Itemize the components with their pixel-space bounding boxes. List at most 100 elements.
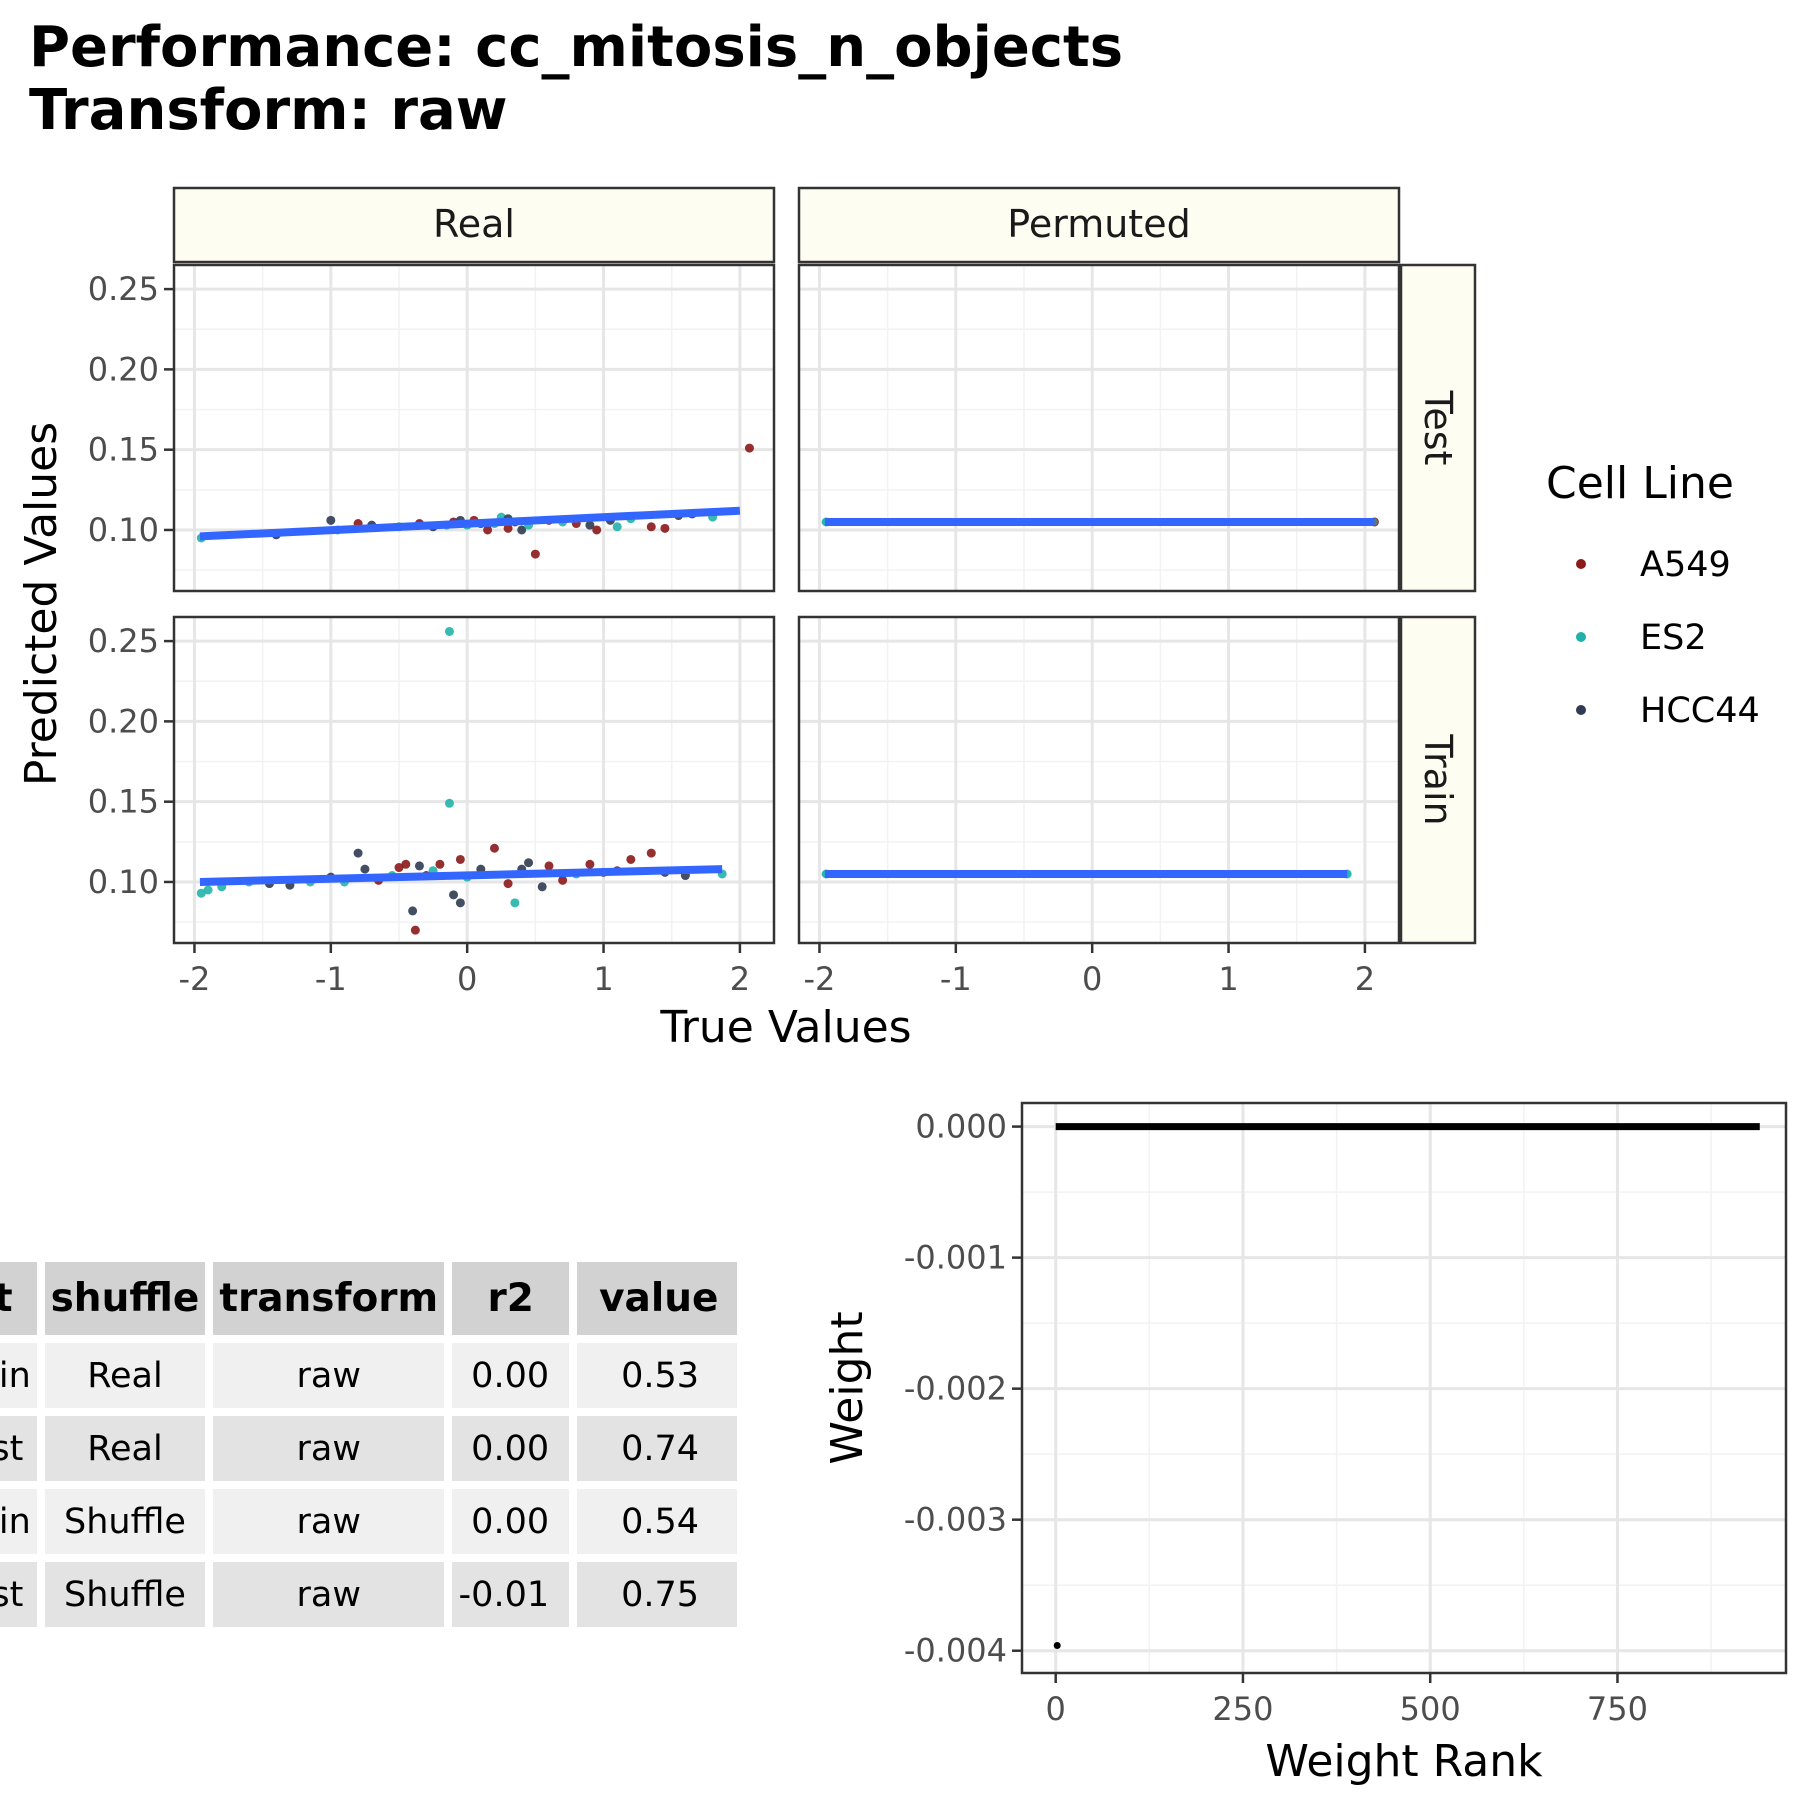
data-point-a549 [626,854,636,864]
x-axis-title: True Values [659,1002,911,1053]
column-header-fit: fit [0,1258,41,1339]
legend-key-a549 [1576,559,1586,569]
table-cell-r2: 0.00 [448,1339,574,1412]
weight-panel [1020,1101,1788,1675]
regression-line [199,506,741,541]
y-tick-label: 0.25 [88,622,159,660]
x-tick-label: 1 [593,960,613,998]
x-tick-label: 750 [1587,1690,1648,1728]
panel-background [174,617,774,943]
column-header-transform: transform [209,1258,449,1339]
table-row: Test Shuffle raw -0.01 0.75 [0,1558,741,1630]
panel-border [172,615,776,945]
data-point-hcc44 [360,864,370,874]
x-tick-label: 250 [1212,1690,1273,1728]
table-cell-shuffle: Shuffle [40,1485,210,1558]
data-point-a549 [503,523,513,533]
table-cell-transform: raw [209,1485,449,1558]
panel-background [174,265,774,591]
table-cell-fit: Train [0,1339,41,1412]
title-line-1: Performance: cc_mitosis_n_objects [29,15,1124,80]
y-axis-title: Weight [822,1311,873,1464]
legend-key-hcc44 [1576,705,1586,715]
strip-background [1399,263,1477,593]
panel-border [1020,1101,1788,1675]
data-point-a549 [558,875,568,885]
strip-background [797,186,1401,264]
facet-strip-permuted: Permuted [797,186,1401,264]
legend-label-a549: A549 [1640,545,1731,585]
x-axis-title: Weight Rank [1265,1736,1543,1787]
data-point-es2 [612,522,622,532]
data-point-hcc44 [585,520,595,530]
legend-label-hcc44: HCC44 [1640,691,1760,731]
column-header-shuffle: shuffle [40,1258,210,1339]
data-point-hcc44 [524,858,534,868]
weight-point [1053,1641,1061,1649]
strip-label: Permuted [1007,202,1190,246]
data-point-a549 [394,863,404,873]
table-cell-shuffle: Real [40,1339,210,1412]
facet-panel-test-real [172,263,776,593]
data-point-hcc44 [449,890,459,900]
data-point-hcc44 [408,906,418,916]
panel-border [797,615,1401,945]
data-point-es2 [203,885,213,895]
strip-background [1399,615,1477,945]
legend: Cell Line A549 ES2 HCC44 [1546,458,1760,731]
data-point-hcc44 [353,848,363,858]
data-point-a549 [660,523,670,533]
table-cell-shuffle: Shuffle [40,1558,210,1630]
strip-label: Test [1416,390,1460,466]
facet-panel-train-real [172,615,776,945]
data-point-es2 [444,626,454,636]
metrics-table-panel: fit shuffle transform r2 value Train Rea… [0,1258,804,1630]
panel-background [1022,1103,1786,1673]
y-tick-label: 0.20 [88,350,159,388]
data-point-a549 [503,879,513,889]
x-tick-label: -2 [179,960,211,998]
data-point-hcc44 [537,882,547,892]
data-point-a549 [483,525,493,535]
table-header-row: fit shuffle transform r2 value [0,1258,741,1339]
table-cell-fit: Test [0,1412,41,1485]
y-tick-label: 0.20 [88,702,159,740]
panel-border [172,263,776,593]
data-point-a549 [410,925,420,935]
y-tick-label: 0.15 [88,431,159,469]
y-tick-label: -0.002 [904,1370,1007,1408]
x-tick-label: -2 [804,960,836,998]
x-tick-label: -1 [940,960,972,998]
data-point-hcc44 [455,898,465,908]
table-cell-transform: raw [209,1558,449,1630]
x-tick-label: 1 [1218,960,1238,998]
table-cell-value: 0.75 [573,1558,741,1630]
x-tick-label: 2 [730,960,750,998]
table-cell-r2: 0.00 [448,1412,574,1485]
table-cell-transform: raw [209,1412,449,1485]
strip-label: Real [433,202,515,246]
facet-strip-test: Test [1399,263,1477,593]
y-tick-label: 0.000 [915,1108,1007,1146]
y-axis-title: Predicted Values [16,422,67,786]
chart-title: Performance: cc_mitosis_n_objects Transf… [29,16,1123,142]
x-tick-label: 500 [1400,1690,1461,1728]
table-row: Test Real raw 0.00 0.74 [0,1412,741,1485]
table-row: Train Shuffle raw 0.00 0.54 [0,1485,741,1558]
facet-panel-train-permuted [797,615,1401,945]
table-cell-r2: 0.00 [448,1485,574,1558]
table-cell-value: 0.74 [573,1412,741,1485]
y-tick-label: -0.001 [904,1239,1007,1277]
table-cell-fit: Test [0,1558,41,1630]
data-point-es2 [196,888,206,898]
data-point-a549 [544,861,554,871]
panel-background [799,265,1399,591]
data-point-a549 [489,843,499,853]
column-header-r2: r2 [448,1258,574,1339]
x-tick-label: 0 [457,960,477,998]
data-point-a549 [435,859,445,869]
table-cell-transform: raw [209,1339,449,1412]
table-cell-fit: Train [0,1485,41,1558]
strip-background [172,186,776,264]
